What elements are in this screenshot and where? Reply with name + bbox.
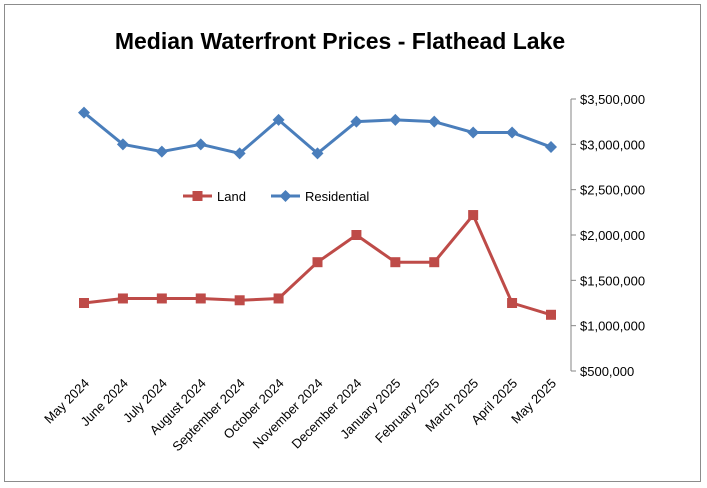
legend-item-land: Land	[183, 189, 246, 204]
land-point	[117, 293, 128, 304]
y-tick-label: $3,500,000	[580, 92, 645, 107]
residential-point	[116, 138, 129, 151]
series-layer	[78, 106, 557, 320]
legend-label: Residential	[305, 189, 369, 204]
land-point	[79, 298, 89, 308]
residential-point	[428, 115, 441, 128]
land-point	[351, 230, 362, 240]
residential-point	[155, 145, 168, 158]
legend-swatch-marker	[192, 191, 203, 201]
land-point	[195, 293, 206, 304]
y-tick-label: $2,500,000	[580, 183, 645, 198]
y-axis: $500,000 $1,000,000 $1,500,000 $2,000,000 $2…	[570, 92, 645, 379]
land-point	[546, 309, 556, 320]
y-tick-label: $3,000,000	[580, 137, 645, 152]
y-tick-label: $500,000	[580, 364, 634, 379]
x-tick-label: November 2024	[250, 376, 326, 452]
legend-swatch-marker	[279, 190, 292, 202]
land-point	[312, 257, 323, 268]
residential-point	[78, 106, 90, 119]
land-point	[468, 210, 479, 221]
y-tick-label: $1,500,000	[580, 273, 645, 288]
legend: Land Residential	[183, 189, 369, 204]
residential-point	[467, 126, 480, 139]
residential-point	[506, 126, 519, 139]
series-land	[79, 210, 556, 320]
land-point	[390, 257, 401, 268]
y-tick-label: $2,000,000	[580, 228, 645, 243]
land-point	[429, 257, 440, 268]
residential-point	[233, 147, 246, 160]
chart-frame	[4, 4, 701, 482]
x-tick-label: December 2024	[289, 376, 365, 452]
legend-item-residential: Residential	[271, 189, 369, 204]
legend-label: Land	[217, 189, 246, 204]
land-point	[234, 295, 245, 306]
residential-point	[545, 141, 557, 154]
residential-point	[272, 113, 285, 126]
residential-point	[389, 113, 402, 126]
land-point	[273, 293, 284, 304]
y-tick-label: $1,000,000	[580, 319, 645, 334]
land-point	[507, 298, 518, 308]
residential-point	[194, 138, 207, 151]
land-point	[156, 293, 167, 304]
chart-title: Median Waterfront Prices - Flathead Lake	[115, 28, 565, 54]
series-residential	[78, 106, 557, 160]
residential-point	[350, 115, 363, 128]
residential-line	[83, 111, 552, 155]
residential-point	[311, 147, 324, 160]
